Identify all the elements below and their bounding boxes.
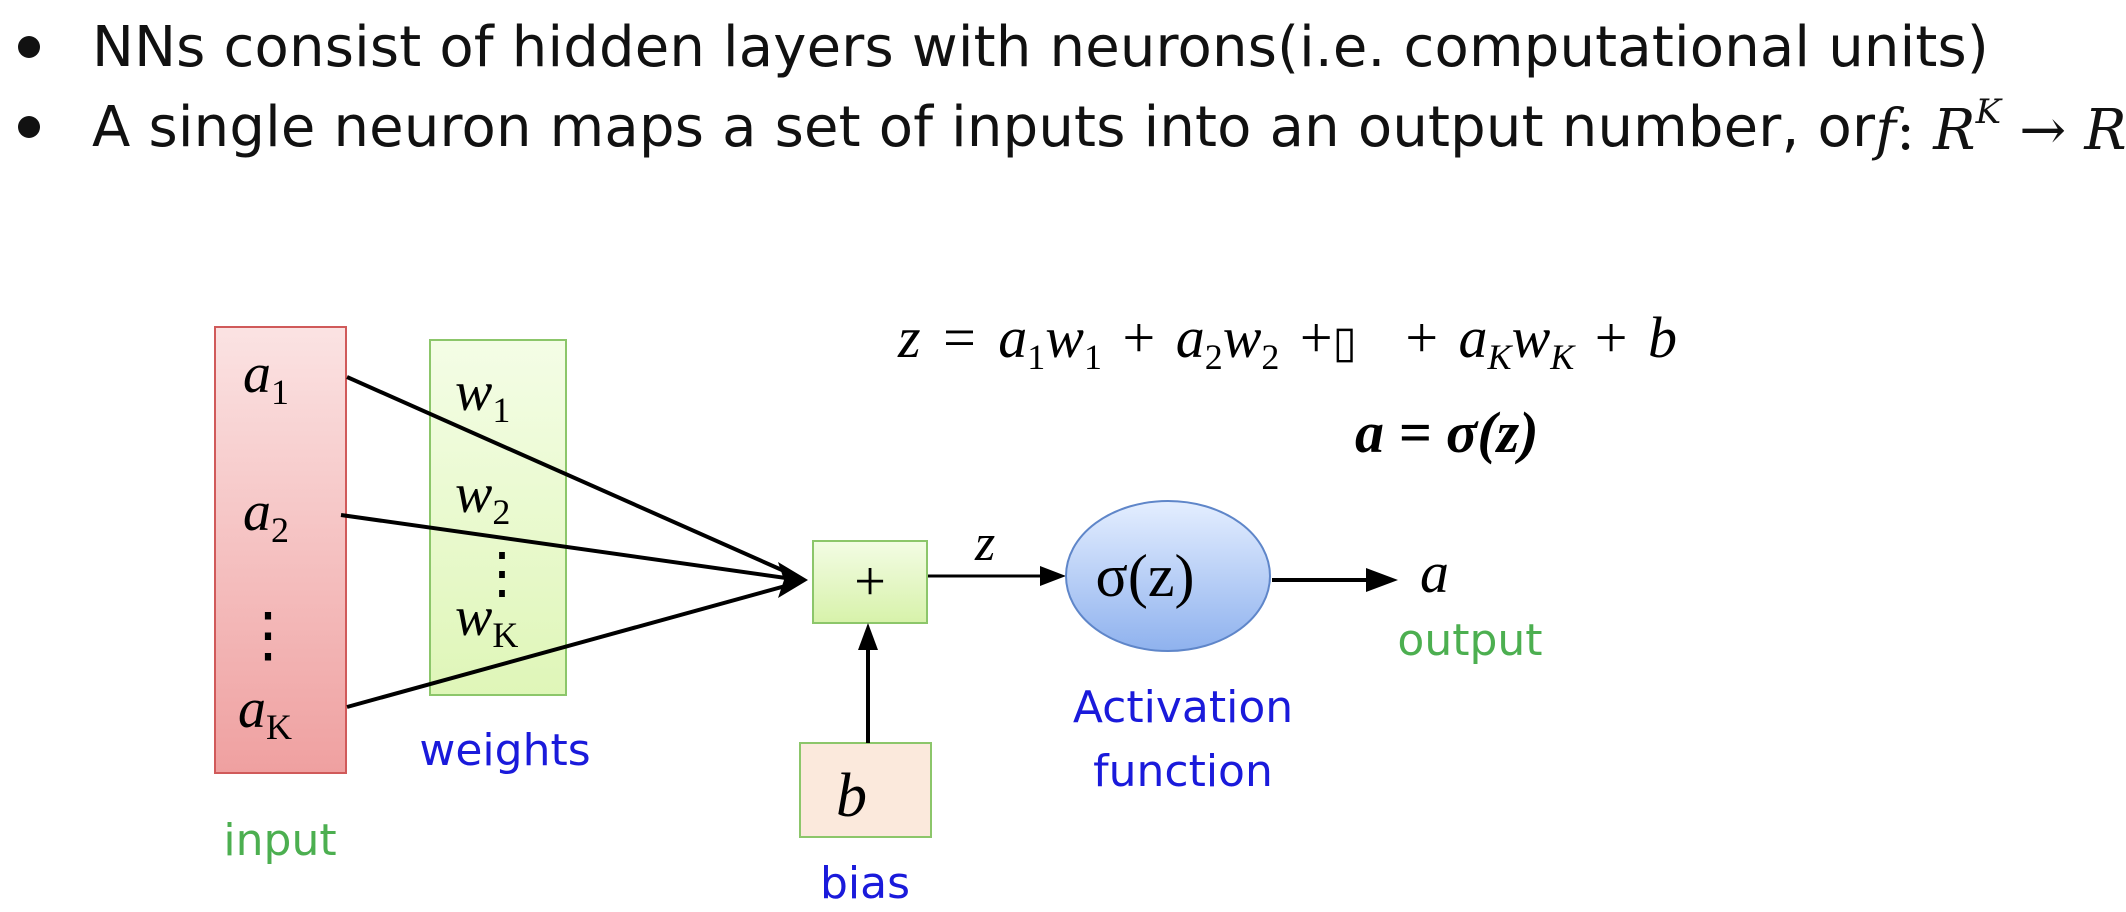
bullet-item: A single neuron maps a set of inputs int… — [18, 92, 2126, 163]
weight-ellipsis: ⋮ — [474, 543, 530, 605]
math-superscript: K — [1975, 91, 2002, 132]
input-arrowhead-icon — [778, 562, 808, 598]
math-colon: : — [1896, 97, 1916, 163]
output-symbol: a — [1420, 540, 1449, 605]
activation-node — [1065, 500, 1271, 652]
connection-line-k — [346, 580, 801, 709]
output-caption: output — [1397, 615, 1542, 666]
input-ellipsis: ⋮ — [238, 602, 298, 668]
weight-wk-label: wK — [455, 586, 518, 655]
math-arrow: → — [2019, 97, 2067, 163]
bullet-text: A single neuron maps a set of inputs int… — [92, 94, 1876, 160]
z-arrowhead-icon — [1040, 566, 1066, 586]
equation-z: z = a1w1 + a2w2 +▯ + aKwK + b — [897, 305, 1677, 382]
equation-activation: a = σ(z) — [1355, 400, 1539, 465]
bias-box — [799, 742, 932, 838]
connection-line-2 — [340, 513, 801, 582]
input-a2-label: a2 — [243, 481, 289, 550]
activation-symbol: σ(z) — [1096, 543, 1195, 609]
weight-w2-label: w2 — [455, 463, 510, 532]
activation-caption-line1: Activation — [1073, 682, 1293, 733]
sum-symbol: + — [854, 551, 886, 613]
bias-caption: bias — [820, 858, 910, 909]
math-domain: R — [1933, 97, 1976, 163]
z-label: z — [974, 515, 995, 572]
activation-caption-line2: function — [1093, 746, 1273, 797]
sum-node — [812, 540, 928, 624]
math-f: f — [1875, 97, 1897, 163]
input-box — [214, 326, 347, 774]
input-ak-label: aK — [238, 678, 292, 747]
bullet-text: NNs consist of hidden layers with neuron… — [92, 14, 1989, 80]
bullet-item: NNs consist of hidden layers with neuron… — [18, 12, 1989, 82]
input-a1-label: a1 — [243, 343, 289, 412]
function-notation: f: RK → R — [1875, 92, 2126, 163]
math-codomain: R — [2084, 97, 2126, 163]
bias-symbol: b — [836, 762, 867, 830]
connection-line-1 — [346, 375, 801, 580]
output-arrowhead-icon — [1366, 568, 1398, 592]
weight-w1-label: w1 — [455, 361, 510, 430]
weights-box — [429, 339, 567, 696]
input-caption: input — [223, 815, 336, 866]
bias-arrowhead-icon — [858, 623, 878, 650]
weights-caption: weights — [419, 725, 590, 776]
bullet-dot-icon — [18, 36, 40, 58]
bullet-dot-icon — [18, 116, 40, 138]
